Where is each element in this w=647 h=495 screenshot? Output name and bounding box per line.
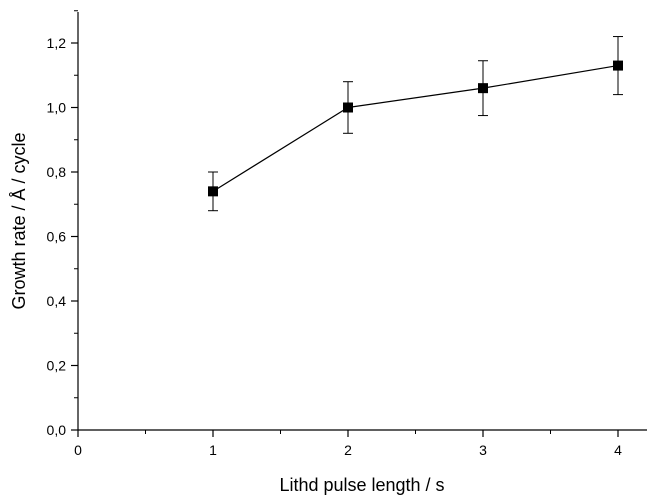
x-tick-label: 1 [209, 442, 217, 458]
data-point [613, 60, 623, 71]
data-point [343, 102, 353, 113]
x-tick-label: 2 [344, 442, 352, 458]
x-ticks: 0 1 2 3 4 [74, 430, 622, 458]
series-line [212, 64, 619, 192]
y-tick-label: 1,2 [47, 35, 67, 51]
data-point [208, 186, 218, 197]
x-tick-label: 4 [614, 442, 622, 458]
y-tick-label: 0,6 [47, 229, 67, 245]
x-axis-title: Lithd pulse length / s [279, 475, 444, 495]
y-axis-title: Growth rate / Å / cycle [9, 132, 29, 309]
y-tick-label: 0,2 [47, 358, 67, 374]
x-tick-label: 0 [74, 442, 82, 458]
y-tick-label: 0,4 [47, 293, 67, 309]
axes [77, 12, 647, 431]
data-point [478, 83, 488, 94]
series-layer [208, 36, 623, 212]
y-ticks: 0,0 0,2 0,4 0,6 0,8 1,0 1,2 [47, 10, 78, 438]
y-tick-label: 0,0 [47, 422, 67, 438]
y-tick-label: 1,0 [47, 100, 67, 116]
y-tick-label: 0,8 [47, 164, 67, 180]
x-tick-label: 3 [479, 442, 487, 458]
